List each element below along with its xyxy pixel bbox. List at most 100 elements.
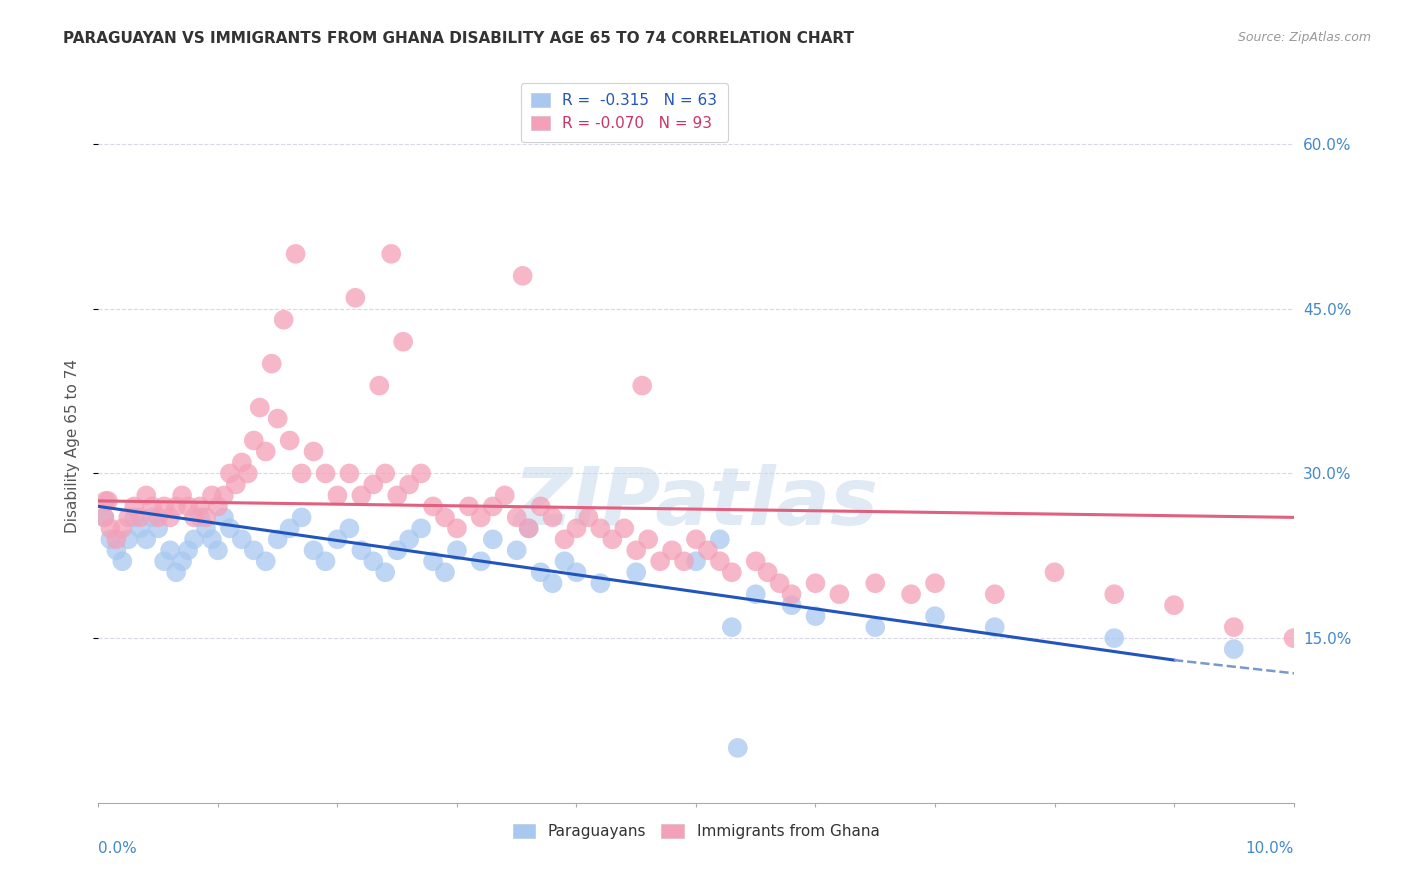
Point (374, 566, 396, 580)
Point (165, 566, 187, 580)
Point (177, 543, 200, 558)
Point (481, 500, 505, 514)
Point (225, 477, 247, 491)
Point (368, 378, 391, 392)
Point (804, 576, 827, 591)
Point (278, 434, 301, 448)
Point (374, 467, 396, 481)
Point (254, 554, 277, 568)
Point (278, 521, 301, 535)
Point (470, 510, 492, 524)
Point (291, 510, 314, 524)
Point (517, 521, 540, 535)
Point (243, 434, 266, 448)
Point (673, 554, 696, 568)
Point (93, 510, 115, 524)
Point (219, 467, 242, 481)
Point (148, 521, 170, 535)
Point (565, 521, 588, 535)
Point (260, 357, 283, 371)
Point (517, 521, 540, 535)
Text: PARAGUAYAN VS IMMIGRANTS FROM GHANA DISABILITY AGE 65 TO 74 CORRELATION CHART: PARAGUAYAN VS IMMIGRANTS FROM GHANA DISA… (63, 31, 855, 46)
Point (363, 554, 385, 568)
Point (769, 576, 792, 591)
Point (339, 467, 361, 481)
Legend: Paraguayans, Immigrants from Ghana: Paraguayans, Immigrants from Ghana (506, 818, 886, 845)
Point (685, 554, 707, 568)
Point (578, 510, 600, 524)
Point (685, 533, 707, 547)
Point (422, 500, 444, 514)
Point (207, 500, 229, 514)
Point (159, 543, 181, 558)
Point (411, 467, 433, 481)
Point (554, 533, 576, 547)
Point (697, 543, 720, 558)
Point (117, 510, 139, 524)
Point (315, 554, 337, 568)
Point (1104, 587, 1126, 601)
Point (721, 566, 744, 580)
Point (236, 467, 259, 481)
Point (172, 554, 194, 568)
Point (446, 543, 468, 558)
Point (1104, 631, 1126, 645)
Point (207, 543, 229, 558)
Point (195, 521, 218, 535)
Point (602, 533, 624, 547)
Point (1223, 642, 1246, 657)
Point (530, 500, 553, 514)
Point (865, 620, 887, 634)
Point (141, 500, 163, 514)
Point (195, 510, 218, 524)
Point (284, 247, 307, 261)
Point (153, 500, 176, 514)
Point (631, 378, 654, 392)
Point (385, 488, 409, 502)
Point (494, 488, 516, 502)
Point (243, 543, 266, 558)
Point (924, 576, 946, 591)
Point (350, 543, 373, 558)
Text: 10.0%: 10.0% (1246, 841, 1294, 856)
Point (124, 500, 146, 514)
Point (326, 533, 349, 547)
Point (984, 587, 1007, 601)
Point (148, 510, 170, 524)
Point (141, 510, 163, 524)
Point (302, 543, 325, 558)
Point (626, 543, 648, 558)
Point (159, 510, 181, 524)
Point (530, 566, 553, 580)
Point (231, 533, 253, 547)
Text: ZIPatlas: ZIPatlas (513, 464, 879, 542)
Point (177, 500, 200, 514)
Point (446, 521, 468, 535)
Point (828, 587, 851, 601)
Y-axis label: Disability Age 65 to 74: Disability Age 65 to 74 (65, 359, 80, 533)
Point (565, 566, 588, 580)
Point (626, 566, 648, 580)
Point (398, 533, 420, 547)
Point (98, 521, 122, 535)
Point (153, 554, 176, 568)
Point (267, 411, 290, 425)
Point (924, 609, 946, 624)
Point (506, 543, 529, 558)
Point (188, 510, 211, 524)
Point (506, 510, 529, 524)
Point (326, 488, 349, 502)
Point (385, 543, 409, 558)
Point (124, 510, 146, 524)
Point (363, 477, 385, 491)
Point (111, 554, 134, 568)
Point (1223, 620, 1246, 634)
Point (745, 587, 768, 601)
Point (900, 587, 922, 601)
Point (398, 477, 420, 491)
Point (201, 533, 224, 547)
Point (291, 467, 314, 481)
Point (212, 488, 235, 502)
Point (267, 533, 290, 547)
Point (392, 334, 415, 349)
